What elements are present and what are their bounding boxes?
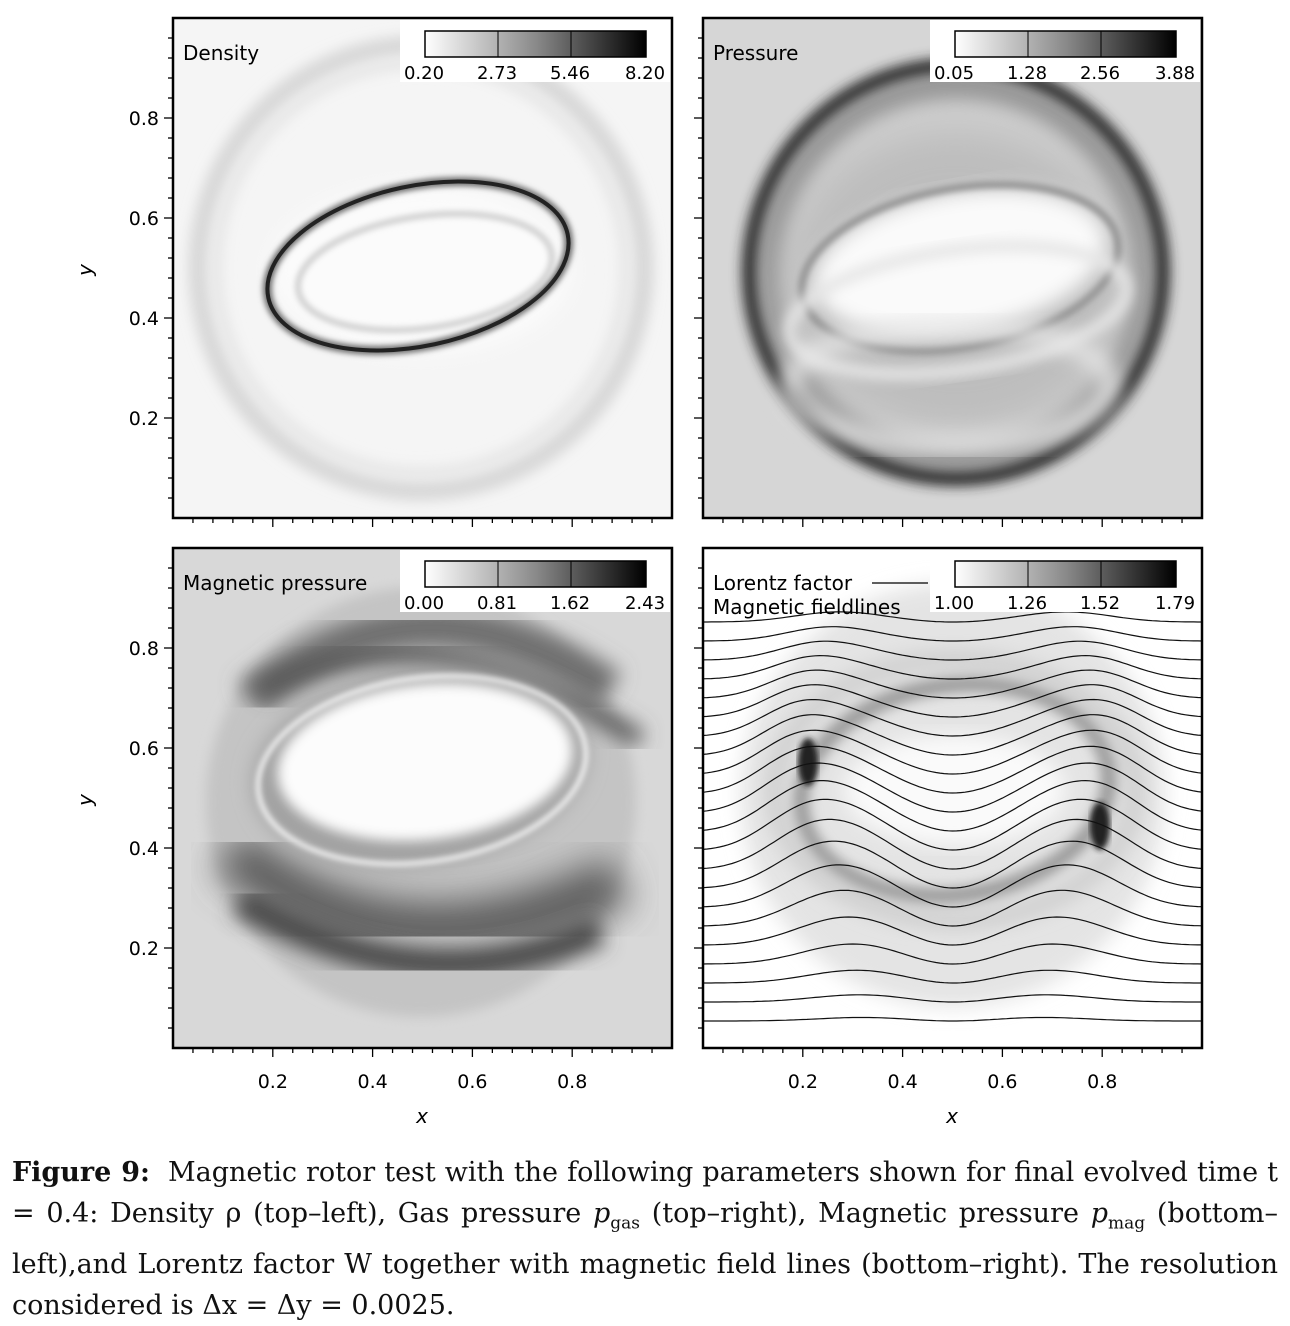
y-tick-label: 0.6 bbox=[129, 208, 159, 230]
fieldline bbox=[703, 779, 1202, 832]
x-tick-label: 0.8 bbox=[1087, 1071, 1117, 1093]
x-tick-label: 0.4 bbox=[357, 1071, 387, 1093]
colorbar-pressure: 0.05 1.28 2.56 3.88 bbox=[930, 20, 1200, 84]
colorbar-tick: 1.52 bbox=[1080, 593, 1120, 614]
colorbar-tick: 8.20 bbox=[625, 63, 665, 84]
y-tick-label: 0.2 bbox=[129, 938, 159, 960]
x-tick-label: 0.4 bbox=[887, 1071, 917, 1093]
axes: 0.20.40.60.80.20.40.60.80.2 0.4 0.6 0.8 0.2 0… bbox=[129, 37, 1183, 1093]
x-tick-label: 0.6 bbox=[457, 1071, 487, 1093]
colorbar-lorentz-factor: 1.00 1.26 1.52 1.79 bbox=[930, 550, 1200, 614]
y-tick-label: 0.8 bbox=[129, 108, 159, 130]
fieldline bbox=[703, 684, 1202, 718]
colorbar-magnetic-pressure: 0.00 0.81 1.62 2.43 bbox=[400, 550, 670, 614]
y-axis-label: y bbox=[73, 263, 97, 277]
panel-title: Density bbox=[183, 41, 259, 65]
fieldline bbox=[703, 818, 1202, 870]
colorbar-tick: 2.73 bbox=[477, 63, 517, 84]
fieldline bbox=[703, 669, 1202, 699]
fieldline bbox=[703, 864, 1202, 908]
caption-subscript: gas bbox=[610, 1213, 640, 1234]
colorbar-tick: 1.79 bbox=[1155, 593, 1195, 614]
colorbar-tick: 1.28 bbox=[1007, 63, 1047, 84]
fieldline bbox=[703, 1016, 1202, 1022]
panel-title: Lorentz factor bbox=[713, 571, 853, 595]
colorbar-tick: 3.88 bbox=[1155, 63, 1195, 84]
x-tick-label: 0.2 bbox=[258, 1071, 288, 1093]
fieldline bbox=[703, 762, 1202, 813]
fieldline bbox=[703, 714, 1202, 756]
figure: Density 0.20 2.73 5.46 8.20 Pressure bbox=[73, 16, 1204, 1128]
fieldline bbox=[703, 969, 1202, 984]
y-tick-label: 0.2 bbox=[129, 408, 159, 430]
colorbar-tick: 2.56 bbox=[1080, 63, 1120, 84]
fieldline bbox=[703, 626, 1202, 642]
caption-text: (bottom–left),and Lorentz factor W toget… bbox=[12, 1198, 1279, 1322]
y-tick-label: 0.4 bbox=[129, 308, 159, 330]
fieldline bbox=[703, 745, 1202, 794]
caption-text: (top–right), Magnetic pressure bbox=[640, 1198, 1091, 1229]
colorbar-tick: 1.00 bbox=[934, 593, 974, 614]
figure-caption: Figure 9: Magnetic rotor test with the fo… bbox=[12, 1152, 1278, 1326]
fieldline bbox=[703, 729, 1202, 775]
panel-title: Magnetic pressure bbox=[183, 571, 367, 595]
magnetic-pressure-field bbox=[206, 587, 645, 1017]
fieldline bbox=[703, 640, 1202, 661]
fieldline bbox=[703, 994, 1202, 1003]
fieldline bbox=[703, 889, 1202, 927]
y-axis-label: y bbox=[73, 793, 97, 807]
caption-symbol: p bbox=[1090, 1198, 1108, 1229]
fieldline bbox=[703, 611, 1202, 623]
colorbar-tick: 1.26 bbox=[1007, 593, 1047, 614]
y-tick-label: 0.6 bbox=[129, 738, 159, 760]
panel-title: Pressure bbox=[713, 41, 798, 65]
fieldline bbox=[703, 943, 1202, 965]
fieldline bbox=[703, 798, 1202, 851]
legend-label: Magnetic fieldlines bbox=[713, 595, 901, 619]
fieldline bbox=[703, 916, 1202, 946]
x-tick-label: 0.2 bbox=[788, 1071, 818, 1093]
caption-text: t = 0.4: Density ρ (top–left), Gas press… bbox=[12, 1157, 1278, 1229]
lorentz-factor-field bbox=[703, 583, 1202, 1022]
colorbar-tick: 0.81 bbox=[477, 593, 517, 614]
caption-subscript: mag bbox=[1108, 1213, 1146, 1234]
panel-lorentz-factor: Lorentz factor Magnetic fieldlines 1.00 … bbox=[701, 546, 1204, 1050]
colorbar-tick: 2.43 bbox=[625, 593, 665, 614]
x-tick-label: 0.8 bbox=[557, 1071, 587, 1093]
magnetic-fieldlines bbox=[703, 611, 1202, 1022]
x-axis-label: x bbox=[415, 1104, 428, 1128]
y-tick-label: 0.8 bbox=[129, 638, 159, 660]
colorbar-tick: 0.05 bbox=[934, 63, 974, 84]
pressure-field bbox=[742, 58, 1170, 486]
panel-magnetic-pressure: Magnetic pressure 0.00 0.81 1.62 2.43 bbox=[171, 546, 674, 1050]
fieldline bbox=[703, 698, 1202, 737]
panel-pressure: Pressure 0.05 1.28 2.56 3.88 bbox=[701, 16, 1204, 520]
y-tick-label: 0.4 bbox=[129, 838, 159, 860]
caption-text: Magnetic rotor test with the following p… bbox=[167, 1157, 1259, 1188]
colorbar-density: 0.20 2.73 5.46 8.20 bbox=[400, 20, 670, 84]
colorbar-tick: 0.20 bbox=[404, 63, 444, 84]
x-tick-label: 0.6 bbox=[987, 1071, 1017, 1093]
panel-density: Density 0.20 2.73 5.46 8.20 bbox=[171, 16, 674, 520]
colorbar-tick: 1.62 bbox=[550, 593, 590, 614]
caption-symbol: p bbox=[592, 1198, 611, 1229]
fieldline bbox=[703, 840, 1202, 889]
x-axis-label: x bbox=[945, 1104, 958, 1128]
fieldline bbox=[703, 654, 1202, 680]
colorbar-tick: 0.00 bbox=[404, 593, 444, 614]
colorbar-tick: 5.46 bbox=[550, 63, 590, 84]
caption-label: Figure 9: bbox=[12, 1157, 150, 1188]
